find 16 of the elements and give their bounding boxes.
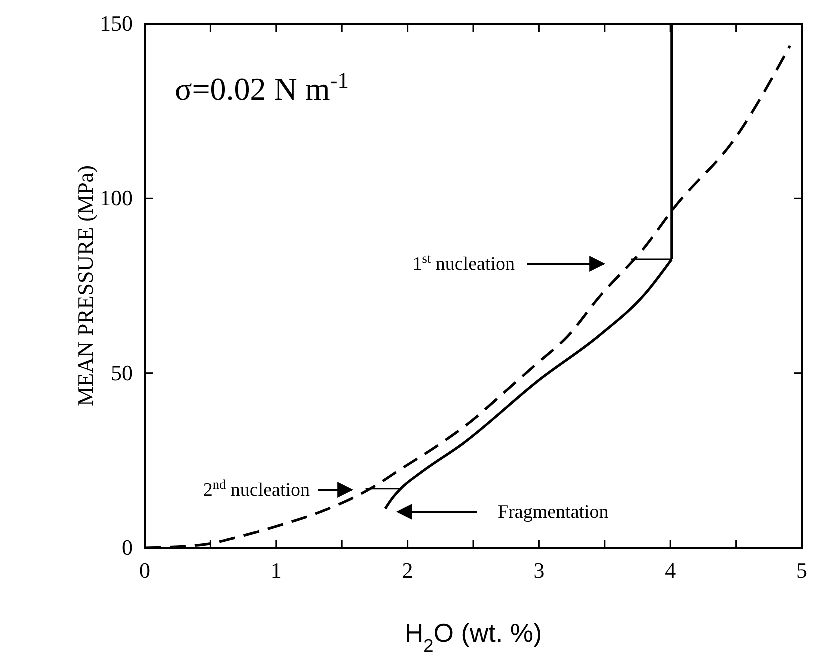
annotation: σ=0.02 N m$^{-1}$ <box>175 68 349 107</box>
x-tick-label: 5 <box>796 558 808 583</box>
annotation: 1$^{st}$ nucleation <box>412 250 516 275</box>
x-tick-label: 1 <box>270 558 282 583</box>
y-tick-label: 50 <box>111 360 133 386</box>
x-axis-title: H$_{2}$O (wt. %) <box>404 618 542 656</box>
y-tick-label: 150 <box>100 11 133 36</box>
x-tick-label: 0 <box>140 558 150 583</box>
annotation: Fragmentation <box>498 502 610 523</box>
x-tick-label: 2 <box>402 558 414 583</box>
y-axis-title: MEAN PRESSURE (MPa) <box>73 166 98 406</box>
annotation: 2$^{nd}$ nucleation <box>203 476 310 501</box>
y-tick-label: 0 <box>122 535 133 560</box>
x-tick-label: 4 <box>665 558 676 583</box>
y-tick-label: 100 <box>100 186 133 211</box>
x-tick-label: 3 <box>534 558 545 583</box>
